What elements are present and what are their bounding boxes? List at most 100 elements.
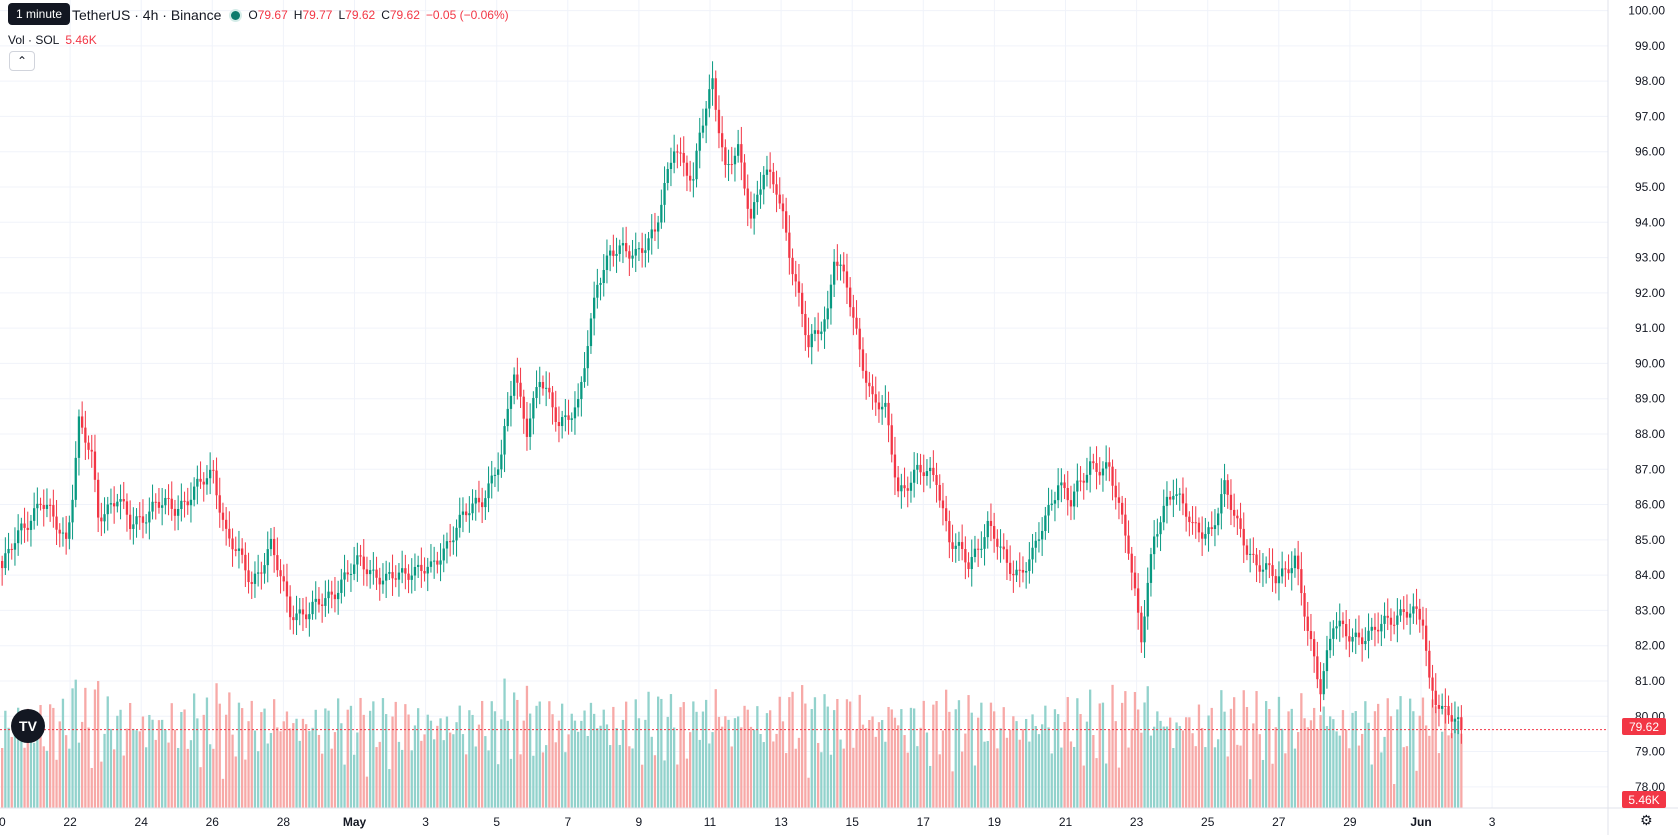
candle-body: [903, 485, 906, 489]
candle-body: [122, 499, 125, 502]
candle-body: [545, 387, 548, 389]
volume-bar: [1383, 736, 1386, 808]
volume-bar: [1063, 722, 1066, 808]
candle-body: [1121, 502, 1124, 515]
volume-bar: [1092, 735, 1095, 808]
volume-bar: [1245, 706, 1249, 808]
volume-bar: [164, 729, 167, 808]
candle-body: [1409, 613, 1412, 618]
collapse-legend-button[interactable]: ⌃: [9, 51, 35, 71]
candle-body: [925, 471, 929, 476]
volume-bar: [749, 726, 753, 808]
x-tick-label: 11: [704, 815, 717, 829]
candle-body: [289, 596, 292, 618]
volume-bar: [1255, 691, 1258, 808]
volume-bar: [301, 718, 305, 808]
y-tick-label: 82.00: [1635, 639, 1665, 653]
candle-body: [868, 382, 871, 387]
candle-body: [519, 382, 522, 397]
volume-bar: [775, 733, 778, 808]
volume-bar: [1274, 727, 1277, 808]
volume-bar: [1050, 753, 1053, 808]
candle-body: [285, 581, 289, 597]
candle-body: [474, 497, 477, 504]
volume-bar: [218, 703, 221, 808]
candle-body: [477, 497, 481, 503]
volume-bar: [599, 725, 602, 808]
candle-body: [1441, 705, 1444, 709]
volume-bar: [10, 736, 13, 808]
candle-body: [1175, 494, 1178, 496]
candle-body: [1287, 569, 1290, 574]
candle-body: [314, 598, 317, 602]
volume-bar: [845, 699, 849, 808]
volume-bar: [292, 723, 295, 808]
volume-bar: [228, 692, 231, 808]
candle-body: [135, 516, 138, 525]
candle-body: [125, 501, 129, 515]
volume-bar: [977, 717, 980, 808]
candle-body: [497, 469, 500, 475]
candle-body: [17, 530, 20, 544]
interval-tooltip: 1 minute: [8, 3, 71, 25]
volume-bar: [209, 744, 212, 808]
volume-bar: [583, 710, 586, 808]
volume-bar: [55, 759, 58, 808]
volume-bar: [1223, 711, 1226, 808]
volume-bar: [641, 764, 644, 808]
volume-bar: [1133, 692, 1137, 808]
candle-body: [439, 560, 442, 565]
volume-bar: [90, 767, 93, 808]
candle-body: [433, 560, 436, 562]
candle-body: [1457, 717, 1460, 720]
candle-body: [708, 89, 711, 109]
volume-bar: [810, 709, 813, 808]
candle-body: [42, 504, 45, 509]
close-value: 79.62: [389, 8, 420, 22]
volume-bar: [1373, 711, 1377, 808]
volume-bar: [97, 680, 100, 808]
volume-bar: [861, 724, 865, 808]
candle-body: [81, 416, 84, 428]
volume-bar: [452, 734, 455, 808]
y-tick-label: 87.00: [1635, 462, 1665, 476]
volume-bar: [1213, 747, 1217, 808]
candle-body: [1306, 616, 1309, 631]
volume-bar: [365, 776, 369, 808]
volume-bar: [1441, 731, 1444, 808]
volume-bar: [820, 752, 823, 808]
volume-bar: [116, 715, 119, 808]
candle-body: [1025, 571, 1028, 573]
candle-body: [1213, 525, 1217, 529]
candle-body: [61, 532, 65, 534]
candle-body: [1076, 480, 1079, 492]
volume-bar: [717, 716, 721, 808]
candle-body: [721, 133, 724, 148]
candle-body: [308, 614, 311, 620]
volume-bar: [1137, 709, 1140, 808]
candle-body: [945, 508, 948, 522]
volume-bar: [1159, 720, 1162, 808]
x-tick-label: 22: [63, 815, 77, 829]
volume-bar: [567, 734, 570, 808]
candle-body: [666, 169, 669, 183]
volume-bar: [36, 719, 39, 808]
candle-body: [183, 500, 186, 502]
candle-body: [775, 184, 778, 195]
market-status-icon[interactable]: [231, 10, 241, 20]
volume-bar: [1181, 730, 1185, 808]
candle-body: [250, 582, 253, 584]
tradingview-logo[interactable]: TV: [11, 709, 45, 743]
gear-icon[interactable]: ⚙: [1640, 812, 1653, 828]
candle-body: [1204, 534, 1207, 539]
candle-body: [221, 512, 225, 520]
symbol-title[interactable]: TetherUS · 4h · Binance: [72, 7, 222, 23]
candle-body: [161, 505, 164, 508]
volume-bar: [423, 734, 426, 808]
volume-bar: [1325, 726, 1329, 808]
candle-body: [1057, 485, 1060, 501]
volume-bar: [1268, 708, 1271, 808]
volume-legend: Vol · SOL 5.46K: [8, 33, 97, 47]
volume-bar: [1015, 721, 1018, 808]
